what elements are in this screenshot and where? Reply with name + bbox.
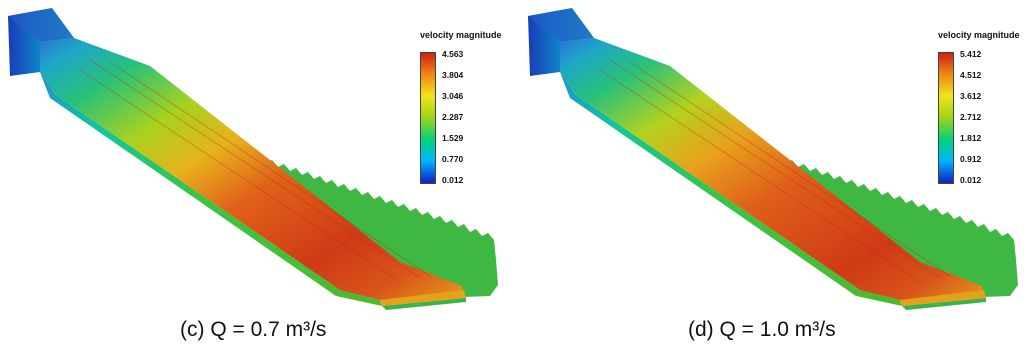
spillway-velocity-render: [8, 8, 498, 310]
legend-tick-list: 5.412 4.512 3.612 2.712 1.812 0.912 0.01…: [960, 49, 1020, 189]
panel-q-0-7: velocity magnitude 4.563 3.804 3.046 2.2…: [8, 8, 502, 341]
legend-tick: 2.287: [442, 112, 464, 122]
legend-tick: 0.012: [960, 175, 982, 185]
legend-tick-list: 4.563 3.804 3.046 2.287 1.529 0.770 0.01…: [442, 49, 502, 189]
legend-tick: 4.563: [442, 49, 464, 59]
panel-caption: (c) Q = 0.7 m³/s: [180, 318, 327, 341]
legend-tick: 4.512: [960, 70, 982, 80]
panel-caption: (d) Q = 1.0 m³/s: [688, 318, 836, 341]
legend-colorbar: [420, 52, 436, 184]
legend-title: velocity magnitude: [938, 30, 1020, 40]
legend-tick: 0.012: [442, 175, 464, 185]
legend-tick: 3.804: [442, 70, 464, 80]
legend-tick: 2.712: [960, 112, 982, 122]
legend-colorbar: [938, 52, 954, 184]
legend-tick: 3.046: [442, 91, 464, 101]
legend-tick: 0.770: [442, 154, 464, 164]
panel-q-1-0: velocity magnitude 5.412 4.512 3.612 2.7…: [520, 0, 1032, 354]
legend-tick: 0.912: [960, 154, 982, 164]
legend-title: velocity magnitude: [420, 30, 502, 40]
legend-tick: 1.529: [442, 133, 464, 143]
legend-tick: 5.412: [960, 49, 982, 59]
spillway-velocity-render: [528, 8, 1018, 310]
legend-tick: 1.812: [960, 133, 982, 143]
legend-tick: 3.612: [960, 91, 982, 101]
